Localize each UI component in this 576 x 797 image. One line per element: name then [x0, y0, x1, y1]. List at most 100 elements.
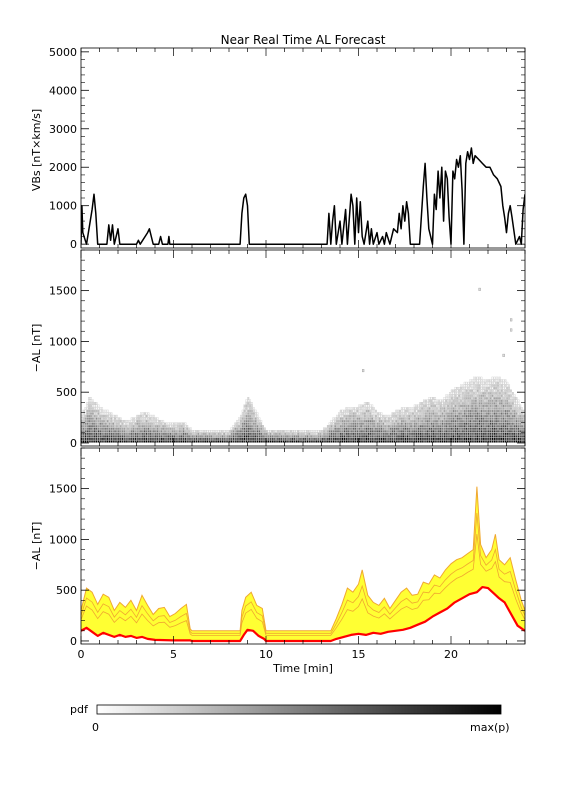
- pdf-cell: [158, 440, 161, 443]
- pdf-cell: [519, 417, 522, 420]
- pdf-cell: [413, 417, 416, 420]
- pdf-cell: [164, 440, 166, 443]
- pdf-cell: [306, 437, 309, 441]
- pdf-cell: [82, 435, 85, 438]
- pdf-cell: [243, 435, 246, 438]
- pdf-cell: [387, 419, 390, 423]
- pdf-cell: [489, 437, 492, 441]
- pdf-cell: [251, 404, 253, 408]
- pdf-cell: [523, 425, 525, 428]
- pdf-cell: [410, 437, 412, 441]
- pdf-cell: [145, 437, 148, 441]
- pdf-cell: [127, 422, 129, 425]
- pdf-cell: [334, 432, 337, 436]
- pdf-cell: [491, 409, 494, 413]
- pdf-cell: [297, 437, 300, 441]
- pdf-cell: [341, 422, 344, 425]
- pdf-cell: [523, 435, 525, 438]
- pdf-cell: [432, 435, 435, 438]
- pdf-cell: [90, 397, 92, 400]
- pdf-cell: [339, 432, 342, 436]
- pdf-cell: [304, 432, 307, 436]
- pdf-cell: [260, 435, 263, 438]
- pdf-outlier-cell: [478, 287, 481, 291]
- pdf-cell: [88, 417, 91, 420]
- pdf-cell: [156, 440, 159, 443]
- pdf-cell: [325, 437, 327, 441]
- pdf-cell: [145, 435, 148, 438]
- pdf-cell: [149, 440, 152, 443]
- pdf-cell: [241, 414, 244, 418]
- pdf-cell: [363, 440, 366, 443]
- pdf-cell: [502, 402, 505, 405]
- pdf-cell: [517, 430, 520, 433]
- al-forecast-axis-label: −AL [nT]: [30, 522, 43, 571]
- pdf-cell: [252, 407, 255, 410]
- pdf-cell: [151, 435, 153, 438]
- pdf-cell: [426, 414, 429, 418]
- pdf-cell: [386, 417, 388, 420]
- pdf-cell: [130, 419, 133, 423]
- pdf-cell: [232, 437, 235, 441]
- pdf-cell: [456, 386, 459, 390]
- pdf-cell: [458, 437, 461, 441]
- pdf-cell: [406, 425, 409, 428]
- pdf-cell: [423, 437, 425, 441]
- pdf-cell: [212, 440, 215, 443]
- pdf-cell: [493, 394, 496, 397]
- pdf-cell: [434, 402, 437, 405]
- pdf-cell: [162, 437, 165, 441]
- pdf-cell: [484, 414, 486, 418]
- pdf-cell: [456, 414, 459, 418]
- pdf-cell: [471, 435, 474, 438]
- pdf-cell: [177, 430, 179, 433]
- pdf-cell: [491, 381, 494, 385]
- pdf-cell: [436, 430, 438, 433]
- pdf-cell: [443, 435, 446, 438]
- pdf-cell: [511, 422, 514, 425]
- pdf-cell: [434, 422, 437, 425]
- pdf-cell: [386, 430, 388, 433]
- pdf-cell: [380, 435, 383, 438]
- pdf-cell: [371, 404, 374, 408]
- pdf-cell: [258, 427, 261, 430]
- pdf-cell: [134, 427, 137, 430]
- pdf-cell: [428, 397, 431, 400]
- pdf-cell: [376, 422, 379, 425]
- pdf-cell: [465, 407, 468, 410]
- pdf-cell: [182, 435, 185, 438]
- pdf-cell: [99, 430, 102, 433]
- pdf-cell: [173, 422, 176, 425]
- pdf-cell: [399, 417, 401, 420]
- pdf-cell: [354, 409, 357, 413]
- pdf-cell: [489, 430, 492, 433]
- pdf-cell: [474, 389, 477, 392]
- pdf-cell: [134, 432, 137, 436]
- pdf-cell: [95, 404, 98, 408]
- pdf-cell: [82, 409, 85, 413]
- pdf-cell: [500, 379, 503, 382]
- pdf-cell: [175, 425, 178, 428]
- pdf-cell: [184, 435, 187, 438]
- pdf-cell: [460, 402, 462, 405]
- pdf-cell: [397, 417, 400, 420]
- pdf-cell: [267, 430, 270, 433]
- pdf-cell: [223, 432, 226, 436]
- pdf-cell: [81, 425, 83, 428]
- pdf-cell: [241, 427, 244, 430]
- pdf-cell: [497, 440, 499, 443]
- pdf-cell: [138, 430, 141, 433]
- pdf-cell: [99, 419, 102, 423]
- pdf-cell: [523, 419, 525, 423]
- pdf-cell: [286, 432, 289, 436]
- pdf-cell: [432, 397, 435, 400]
- pdf-cell: [504, 417, 507, 420]
- pdf-cell: [419, 435, 422, 438]
- pdf-cell: [487, 427, 490, 430]
- pdf-cell: [99, 437, 102, 441]
- pdf-cell: [486, 392, 488, 395]
- pdf-cell: [304, 437, 307, 441]
- pdf-cell: [460, 404, 462, 408]
- pdf-cell: [101, 419, 104, 423]
- pdf-cell: [421, 404, 424, 408]
